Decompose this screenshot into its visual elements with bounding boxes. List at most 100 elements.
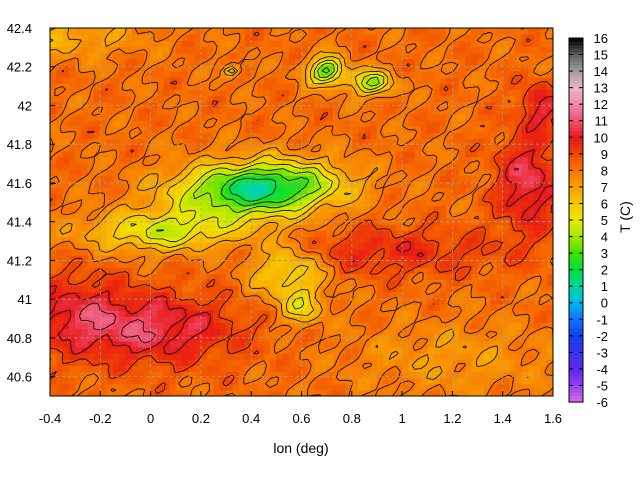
heatmap-cell: [452, 242, 460, 250]
heatmap-cell: [464, 236, 472, 244]
heatmap-cell: [213, 285, 221, 293]
heatmap-cell: [213, 28, 221, 35]
heatmap-cell: [194, 353, 202, 360]
heatmap-cell: [270, 169, 277, 176]
heatmap-cell: [471, 77, 479, 84]
heatmap-cell: [339, 371, 347, 379]
heatmap-cell: [270, 83, 277, 90]
heatmap-cell: [408, 150, 416, 158]
heatmap-cell: [270, 107, 277, 115]
heatmap-cell: [119, 353, 127, 360]
heatmap-cell: [131, 285, 139, 293]
heatmap-cell: [483, 334, 491, 342]
heatmap-cell: [395, 187, 403, 195]
heatmap-cell: [477, 169, 485, 176]
heatmap-cell: [496, 199, 504, 207]
heatmap-cell: [452, 101, 460, 109]
heatmap-cell: [188, 156, 196, 164]
heatmap-cell: [508, 126, 516, 133]
heatmap-cell: [314, 322, 321, 330]
heatmap-cell: [68, 322, 76, 330]
heatmap-cell: [420, 205, 428, 213]
heatmap-cell: [232, 297, 240, 305]
heatmap-cell: [100, 193, 108, 201]
colorbar-swatch: [569, 375, 583, 380]
heatmap-cell: [94, 383, 101, 391]
colorbar-swatch: [569, 299, 583, 304]
heatmap-cell: [119, 205, 127, 213]
heatmap-cell: [402, 89, 409, 97]
heatmap-cell: [238, 267, 246, 274]
heatmap-cell: [62, 334, 70, 342]
heatmap-cell: [182, 40, 189, 47]
heatmap-cell: [483, 46, 491, 54]
heatmap-cell: [232, 175, 240, 182]
heatmap-cell: [56, 218, 64, 225]
heatmap-cell: [351, 248, 359, 256]
heatmap-cell: [270, 389, 277, 396]
heatmap-cell: [144, 346, 152, 354]
heatmap-cell: [194, 254, 202, 262]
heatmap-cell: [144, 181, 152, 189]
heatmap-cell: [521, 28, 529, 35]
heatmap-cell: [282, 89, 290, 97]
heatmap-cell: [314, 261, 321, 268]
heatmap-cell: [483, 101, 491, 109]
heatmap-cell: [439, 371, 447, 379]
heatmap-cell: [314, 83, 321, 90]
heatmap-cell: [358, 205, 365, 213]
heatmap-cell: [125, 291, 133, 299]
heatmap-cell: [483, 297, 491, 305]
heatmap-cell: [270, 77, 277, 84]
heatmap-cell: [257, 95, 265, 103]
heatmap-cell: [163, 322, 171, 330]
heatmap-cell: [112, 212, 120, 219]
heatmap-cell: [464, 328, 472, 336]
heatmap-cell: [100, 40, 108, 47]
heatmap-cell: [458, 113, 466, 121]
heatmap-cell: [87, 83, 95, 90]
heatmap-cell: [295, 120, 303, 127]
heatmap-cell: [364, 267, 372, 274]
heatmap-cell: [546, 389, 553, 396]
heatmap-cell: [314, 70, 321, 78]
heatmap-cell: [477, 95, 485, 103]
heatmap-cell: [408, 28, 416, 35]
heatmap-cell: [301, 144, 309, 152]
heatmap-cell: [389, 291, 397, 299]
heatmap-cell: [226, 254, 233, 262]
heatmap-cell: [188, 89, 196, 97]
heatmap-cell: [169, 77, 177, 84]
heatmap-cell: [156, 304, 164, 311]
heatmap-cell: [301, 64, 309, 72]
heatmap-cell: [490, 175, 498, 182]
heatmap-cell: [295, 248, 303, 256]
heatmap-cell: [131, 371, 139, 379]
heatmap-cell: [301, 353, 309, 360]
heatmap-cell: [232, 389, 240, 396]
heatmap-cell: [358, 291, 365, 299]
heatmap-cell: [87, 126, 95, 133]
heatmap-cell: [188, 52, 196, 60]
heatmap-cell: [232, 242, 240, 250]
heatmap-cell: [257, 169, 265, 176]
heatmap-cell: [244, 230, 252, 238]
heatmap-cell: [464, 34, 472, 41]
heatmap-cell: [546, 291, 553, 299]
heatmap-cell: [81, 58, 89, 66]
heatmap-cell: [182, 70, 189, 78]
heatmap-cell: [339, 236, 347, 244]
heatmap-cell: [446, 175, 453, 182]
heatmap-cell: [150, 162, 158, 170]
heatmap-cell: [188, 120, 196, 127]
heatmap-cell: [270, 359, 277, 366]
heatmap-cell: [452, 316, 460, 323]
heatmap-cell: [395, 273, 403, 281]
heatmap-cell: [56, 83, 64, 90]
heatmap-cell: [163, 273, 171, 281]
heatmap-cell: [100, 377, 108, 385]
heatmap-cell: [270, 175, 277, 182]
heatmap-cell: [270, 58, 277, 66]
heatmap-cell: [106, 34, 114, 41]
heatmap-cell: [502, 359, 510, 366]
